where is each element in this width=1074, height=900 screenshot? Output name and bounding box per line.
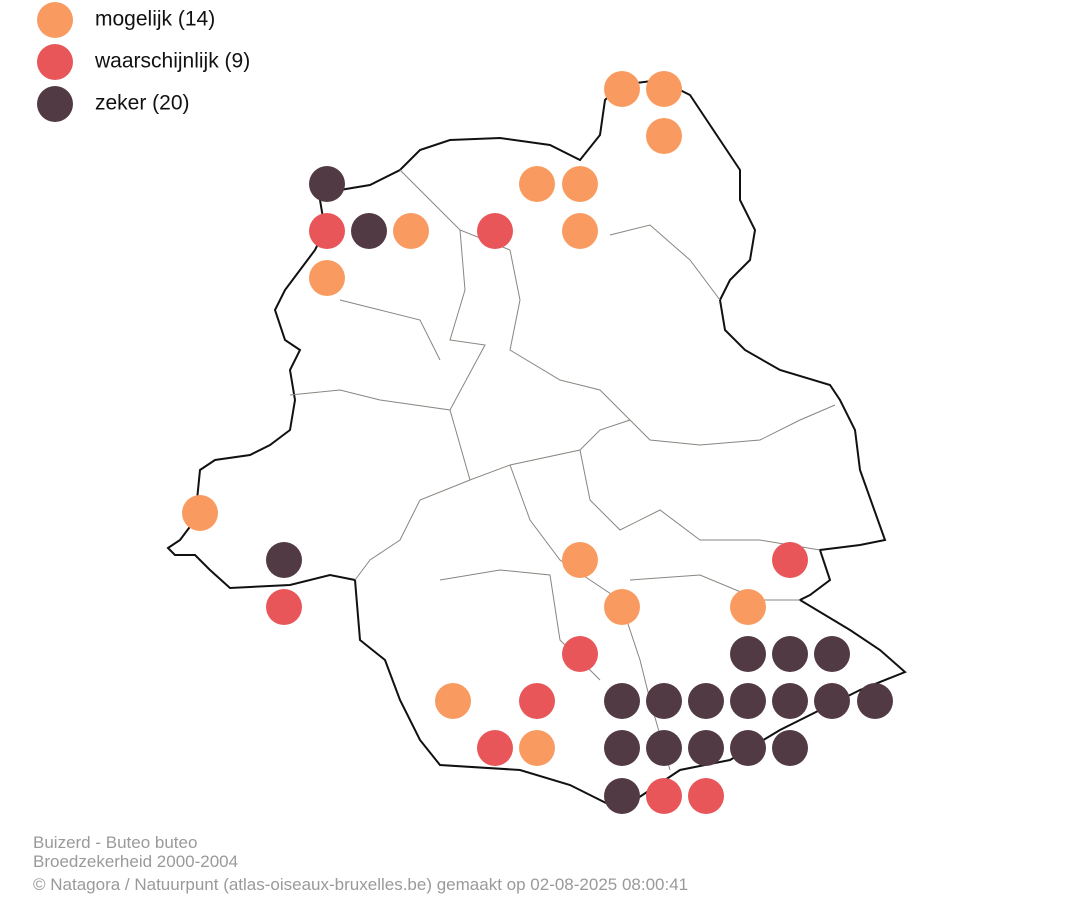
dot-probable — [477, 730, 513, 766]
dot-certain — [772, 730, 808, 766]
legend-label: waarschijnlijk (9) — [94, 50, 250, 73]
dot-certain — [604, 683, 640, 719]
dot-certain — [646, 730, 682, 766]
border — [289, 389, 836, 481]
footer-line: © Natagora / Natuurpunt (atlas-oiseaux-b… — [33, 875, 688, 894]
dot-possible — [393, 213, 429, 249]
border — [354, 479, 471, 581]
map — [166, 78, 907, 812]
dot-certain — [730, 730, 766, 766]
dot-certain — [309, 166, 345, 202]
dot-certain — [814, 683, 850, 719]
dot-certain — [351, 213, 387, 249]
dot-probable — [309, 213, 345, 249]
dot-possible — [604, 589, 640, 625]
border — [449, 229, 486, 411]
dot-certain — [772, 636, 808, 672]
legend-swatch — [37, 44, 73, 80]
dot-possible — [646, 71, 682, 107]
dot-certain — [604, 778, 640, 814]
dot-probable — [688, 778, 724, 814]
dot-probable — [646, 778, 682, 814]
dot-probable — [519, 683, 555, 719]
footer-line: Buizerd - Buteo buteo — [33, 833, 197, 852]
dot-possible — [646, 118, 682, 154]
dot-possible — [309, 260, 345, 296]
dot-certain — [772, 683, 808, 719]
dot-possible — [562, 166, 598, 202]
legend-swatch — [37, 2, 73, 38]
legend: mogelijk (14) waarschijnlijk (9) zeker (20… — [37, 2, 250, 122]
border — [629, 574, 800, 601]
dot-possible — [562, 213, 598, 249]
footer-line: Broedzekerheid 2000-2004 — [33, 852, 238, 871]
dot-certain — [688, 730, 724, 766]
dot-certain — [688, 683, 724, 719]
legend-label: zeker (20) — [95, 92, 190, 115]
border — [609, 224, 721, 301]
dot-certain — [266, 542, 302, 578]
dot-probable — [477, 213, 513, 249]
dot-possible — [730, 589, 766, 625]
border — [579, 449, 821, 551]
border — [509, 249, 631, 421]
legend-swatch — [37, 86, 73, 122]
dot-possible — [435, 683, 471, 719]
dot-certain — [646, 683, 682, 719]
dot-probable — [266, 589, 302, 625]
dot-possible — [604, 71, 640, 107]
dot-certain — [604, 730, 640, 766]
dot-possible — [519, 730, 555, 766]
dot-certain — [730, 683, 766, 719]
dot-possible — [182, 495, 218, 531]
dot-certain — [857, 683, 893, 719]
border — [509, 464, 671, 771]
border — [339, 299, 441, 361]
observation-dots — [182, 71, 893, 814]
dot-probable — [772, 542, 808, 578]
dot-possible — [562, 542, 598, 578]
dot-possible — [519, 166, 555, 202]
dot-certain — [730, 636, 766, 672]
dot-probable — [562, 636, 598, 672]
municipality-borders — [289, 169, 836, 771]
legend-label: mogelijk (14) — [95, 8, 215, 31]
dot-certain — [814, 636, 850, 672]
